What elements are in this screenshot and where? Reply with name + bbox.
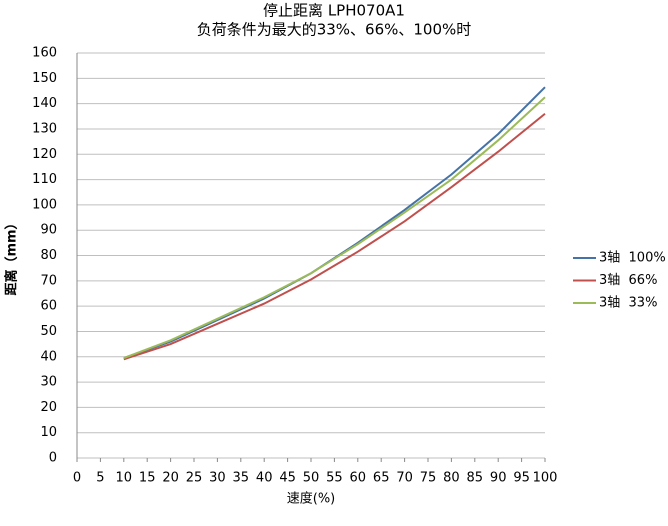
x-tick-label: 80 xyxy=(443,471,460,486)
legend-label: 3轴 66% xyxy=(599,273,657,288)
x-axis-label: 速度(%) xyxy=(287,491,336,507)
y-tick-label: 90 xyxy=(40,223,57,238)
y-tick-label: 0 xyxy=(49,451,57,466)
x-tick-label: 45 xyxy=(279,471,296,486)
x-tick-label: 35 xyxy=(233,471,250,486)
y-tick-label: 40 xyxy=(40,349,57,364)
x-tick-label: 75 xyxy=(420,471,437,486)
x-tick-label: 10 xyxy=(116,471,133,486)
y-tick-label: 150 xyxy=(32,71,57,86)
x-tick-label: 50 xyxy=(303,471,320,486)
legend-label: 3轴 33% xyxy=(599,296,657,311)
data-line xyxy=(123,112,546,361)
y-tick-label: 60 xyxy=(40,299,57,314)
y-tick-label: 80 xyxy=(40,248,57,263)
y-tick-label: 20 xyxy=(40,400,57,415)
x-tick-label: 55 xyxy=(326,471,343,486)
x-tick-label: 30 xyxy=(209,471,226,486)
x-tick-label: 90 xyxy=(490,471,507,486)
x-tick-label: 25 xyxy=(186,471,203,486)
x-tick-label: 100 xyxy=(533,471,558,486)
y-axis-label: 距离（mm） xyxy=(4,216,20,295)
chart-title: 停止距离 LPH070A1 xyxy=(263,2,405,20)
x-tick-label: 40 xyxy=(256,471,273,486)
y-tick-label: 140 xyxy=(32,96,57,111)
y-tick-label: 30 xyxy=(40,375,57,390)
x-tick-label: 95 xyxy=(513,471,530,486)
x-tick-label: 5 xyxy=(96,471,104,486)
y-tick-label: 70 xyxy=(40,273,57,288)
x-tick-label: 60 xyxy=(350,471,367,486)
data-line xyxy=(123,86,546,359)
data-line xyxy=(123,96,546,359)
x-tick-label: 20 xyxy=(162,471,179,486)
legend-label: 3轴 100% xyxy=(599,251,666,266)
x-tick-label: 0 xyxy=(73,471,81,486)
y-tick-label: 160 xyxy=(32,46,57,61)
y-tick-label: 120 xyxy=(32,147,57,162)
y-tick-label: 130 xyxy=(32,121,57,136)
x-tick-label: 15 xyxy=(139,471,156,486)
x-tick-label: 65 xyxy=(373,471,390,486)
chart-subtitle: 负荷条件为最大的33%、66%、100%时 xyxy=(197,21,472,39)
x-tick-label: 70 xyxy=(396,471,413,486)
x-tick-label: 85 xyxy=(467,471,484,486)
y-tick-label: 10 xyxy=(40,425,57,440)
y-tick-label: 100 xyxy=(32,197,57,212)
y-tick-label: 50 xyxy=(40,324,57,339)
y-tick-label: 110 xyxy=(32,172,57,187)
